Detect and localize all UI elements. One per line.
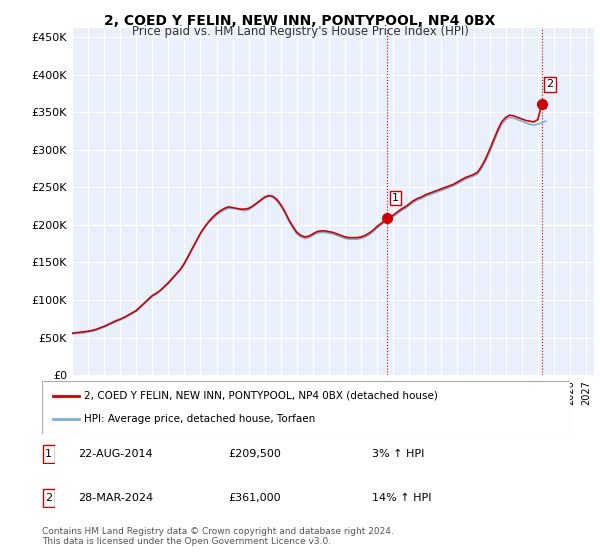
Text: Price paid vs. HM Land Registry's House Price Index (HPI): Price paid vs. HM Land Registry's House … <box>131 25 469 38</box>
Text: Contains HM Land Registry data © Crown copyright and database right 2024.
This d: Contains HM Land Registry data © Crown c… <box>42 526 394 546</box>
Text: £361,000: £361,000 <box>228 493 281 503</box>
FancyBboxPatch shape <box>42 381 570 434</box>
Text: 3% ↑ HPI: 3% ↑ HPI <box>372 449 424 459</box>
Text: £209,500: £209,500 <box>228 449 281 459</box>
Text: 2: 2 <box>547 80 554 90</box>
Text: 2, COED Y FELIN, NEW INN, PONTYPOOL, NP4 0BX (detached house): 2, COED Y FELIN, NEW INN, PONTYPOOL, NP4… <box>84 391 438 401</box>
Text: 1: 1 <box>45 449 52 459</box>
Text: 2: 2 <box>45 493 52 503</box>
Text: 22-AUG-2014: 22-AUG-2014 <box>78 449 152 459</box>
Text: 1: 1 <box>392 193 399 203</box>
Text: 14% ↑ HPI: 14% ↑ HPI <box>372 493 431 503</box>
FancyBboxPatch shape <box>43 445 55 463</box>
Text: 2, COED Y FELIN, NEW INN, PONTYPOOL, NP4 0BX: 2, COED Y FELIN, NEW INN, PONTYPOOL, NP4… <box>104 14 496 28</box>
FancyBboxPatch shape <box>43 489 55 507</box>
Text: HPI: Average price, detached house, Torfaen: HPI: Average price, detached house, Torf… <box>84 414 316 424</box>
Text: 28-MAR-2024: 28-MAR-2024 <box>78 493 153 503</box>
